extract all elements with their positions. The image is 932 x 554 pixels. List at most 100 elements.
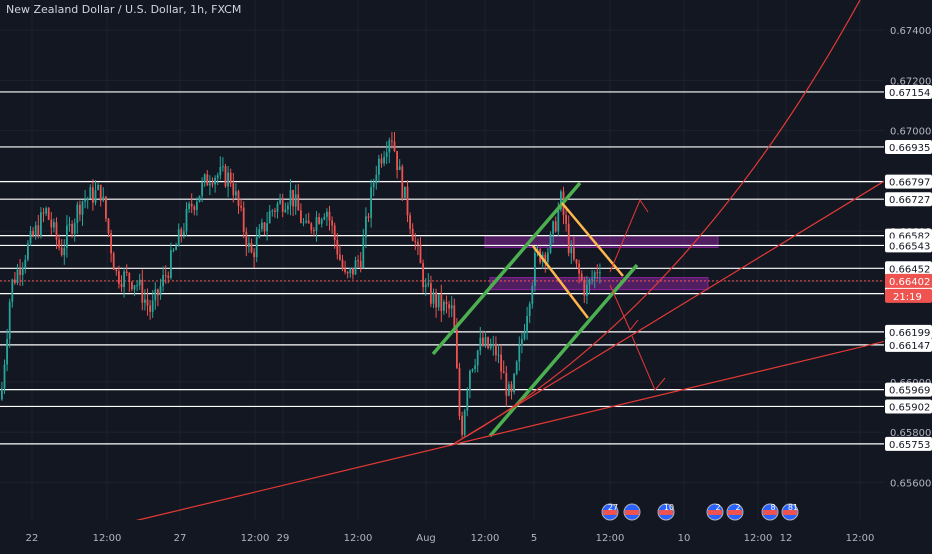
event-marker-stripe [728,510,742,515]
candle-body [112,253,115,270]
candle-body [404,186,406,198]
level-label-bg [885,238,932,253]
candle-body [406,186,409,216]
candle-body [560,191,562,210]
candle-body [341,259,344,269]
candle-body [378,158,380,175]
candle-body [149,305,151,312]
support-curve [454,0,861,444]
candle-body [201,182,203,196]
candle-body [424,284,427,288]
x-tick-label: 12 [780,533,793,544]
candle-body [570,247,573,254]
candle-body [419,245,422,264]
candle-body [398,166,401,171]
candle-body [107,218,110,234]
candle-body [445,301,448,305]
candle-body [448,304,450,309]
x-tick-label: 27 [174,533,187,544]
candle-body [352,268,354,275]
event-marker-stripe [763,510,777,515]
candle-body [588,279,591,285]
candle-body [396,151,398,171]
candle-body [307,220,310,224]
level-label: 0.66797 [889,178,930,189]
candle-body [219,166,222,176]
candle-body [528,303,531,317]
candle-body [344,268,346,273]
candle-body [47,208,50,220]
level-label-bg [885,382,932,397]
candle-body [526,316,528,333]
candle-body [534,253,536,286]
level-label-bg [885,337,932,352]
candle-body [515,361,518,374]
candle-body [549,233,552,253]
candle-body [50,219,53,228]
x-tick-label: 29 [277,533,290,544]
candle-body [349,268,352,274]
candle-body [224,166,227,187]
candle-body [508,384,510,396]
candle-body [435,292,437,308]
flag-line [532,245,589,319]
candle-body [586,284,588,296]
candle-body [593,272,596,279]
candle-body [42,212,45,214]
candle-body [544,254,547,263]
candle-body [380,158,383,164]
x-tick-label: 12:00 [93,533,122,544]
candle-body [453,305,456,330]
candle-body [3,364,6,389]
zone-rect [489,277,709,291]
candle-body [151,300,154,312]
candle-body [76,204,79,223]
candle-body [63,247,66,256]
candle-body [336,239,339,255]
candle-body [427,283,430,285]
candle-body [211,183,214,185]
candle-body [24,259,27,268]
candle-body [154,289,157,301]
candle-body [482,337,484,346]
candle-body [450,305,453,309]
support-line [129,329,932,523]
candle-body [461,415,463,435]
candle-body [573,247,575,260]
candle-body [263,222,266,232]
candle-body [458,367,461,416]
candle-body [268,211,271,224]
candle-body [409,215,411,229]
candle-body [115,269,118,272]
candle-body [53,222,55,228]
candle-body [357,260,359,262]
candle-body [411,228,414,241]
candle-body [479,337,482,351]
grid [0,0,884,520]
event-marker-count: 27 [608,503,618,512]
candle-body [58,239,60,248]
time-axis-bg [0,520,932,550]
candle-body [497,354,500,356]
candle-body [266,223,268,232]
candle-body [505,373,508,396]
candle-body [177,229,180,247]
candle-body [276,203,279,212]
level-label: 0.66582 [889,232,930,243]
level-label: 0.66727 [889,195,930,206]
candle-body [365,216,367,238]
candle-body [37,225,40,236]
level-label-bg [885,324,932,339]
candle-body [261,222,263,230]
candle-body [554,221,557,232]
candle-body [476,350,479,366]
candle-body [565,215,567,224]
x-tick-label: 10 [678,533,691,544]
candle-body [227,172,229,187]
candle-body [68,224,71,226]
event-marker-stripe [625,510,639,515]
candle-body [284,209,287,212]
level-label: 0.65753 [889,440,930,451]
